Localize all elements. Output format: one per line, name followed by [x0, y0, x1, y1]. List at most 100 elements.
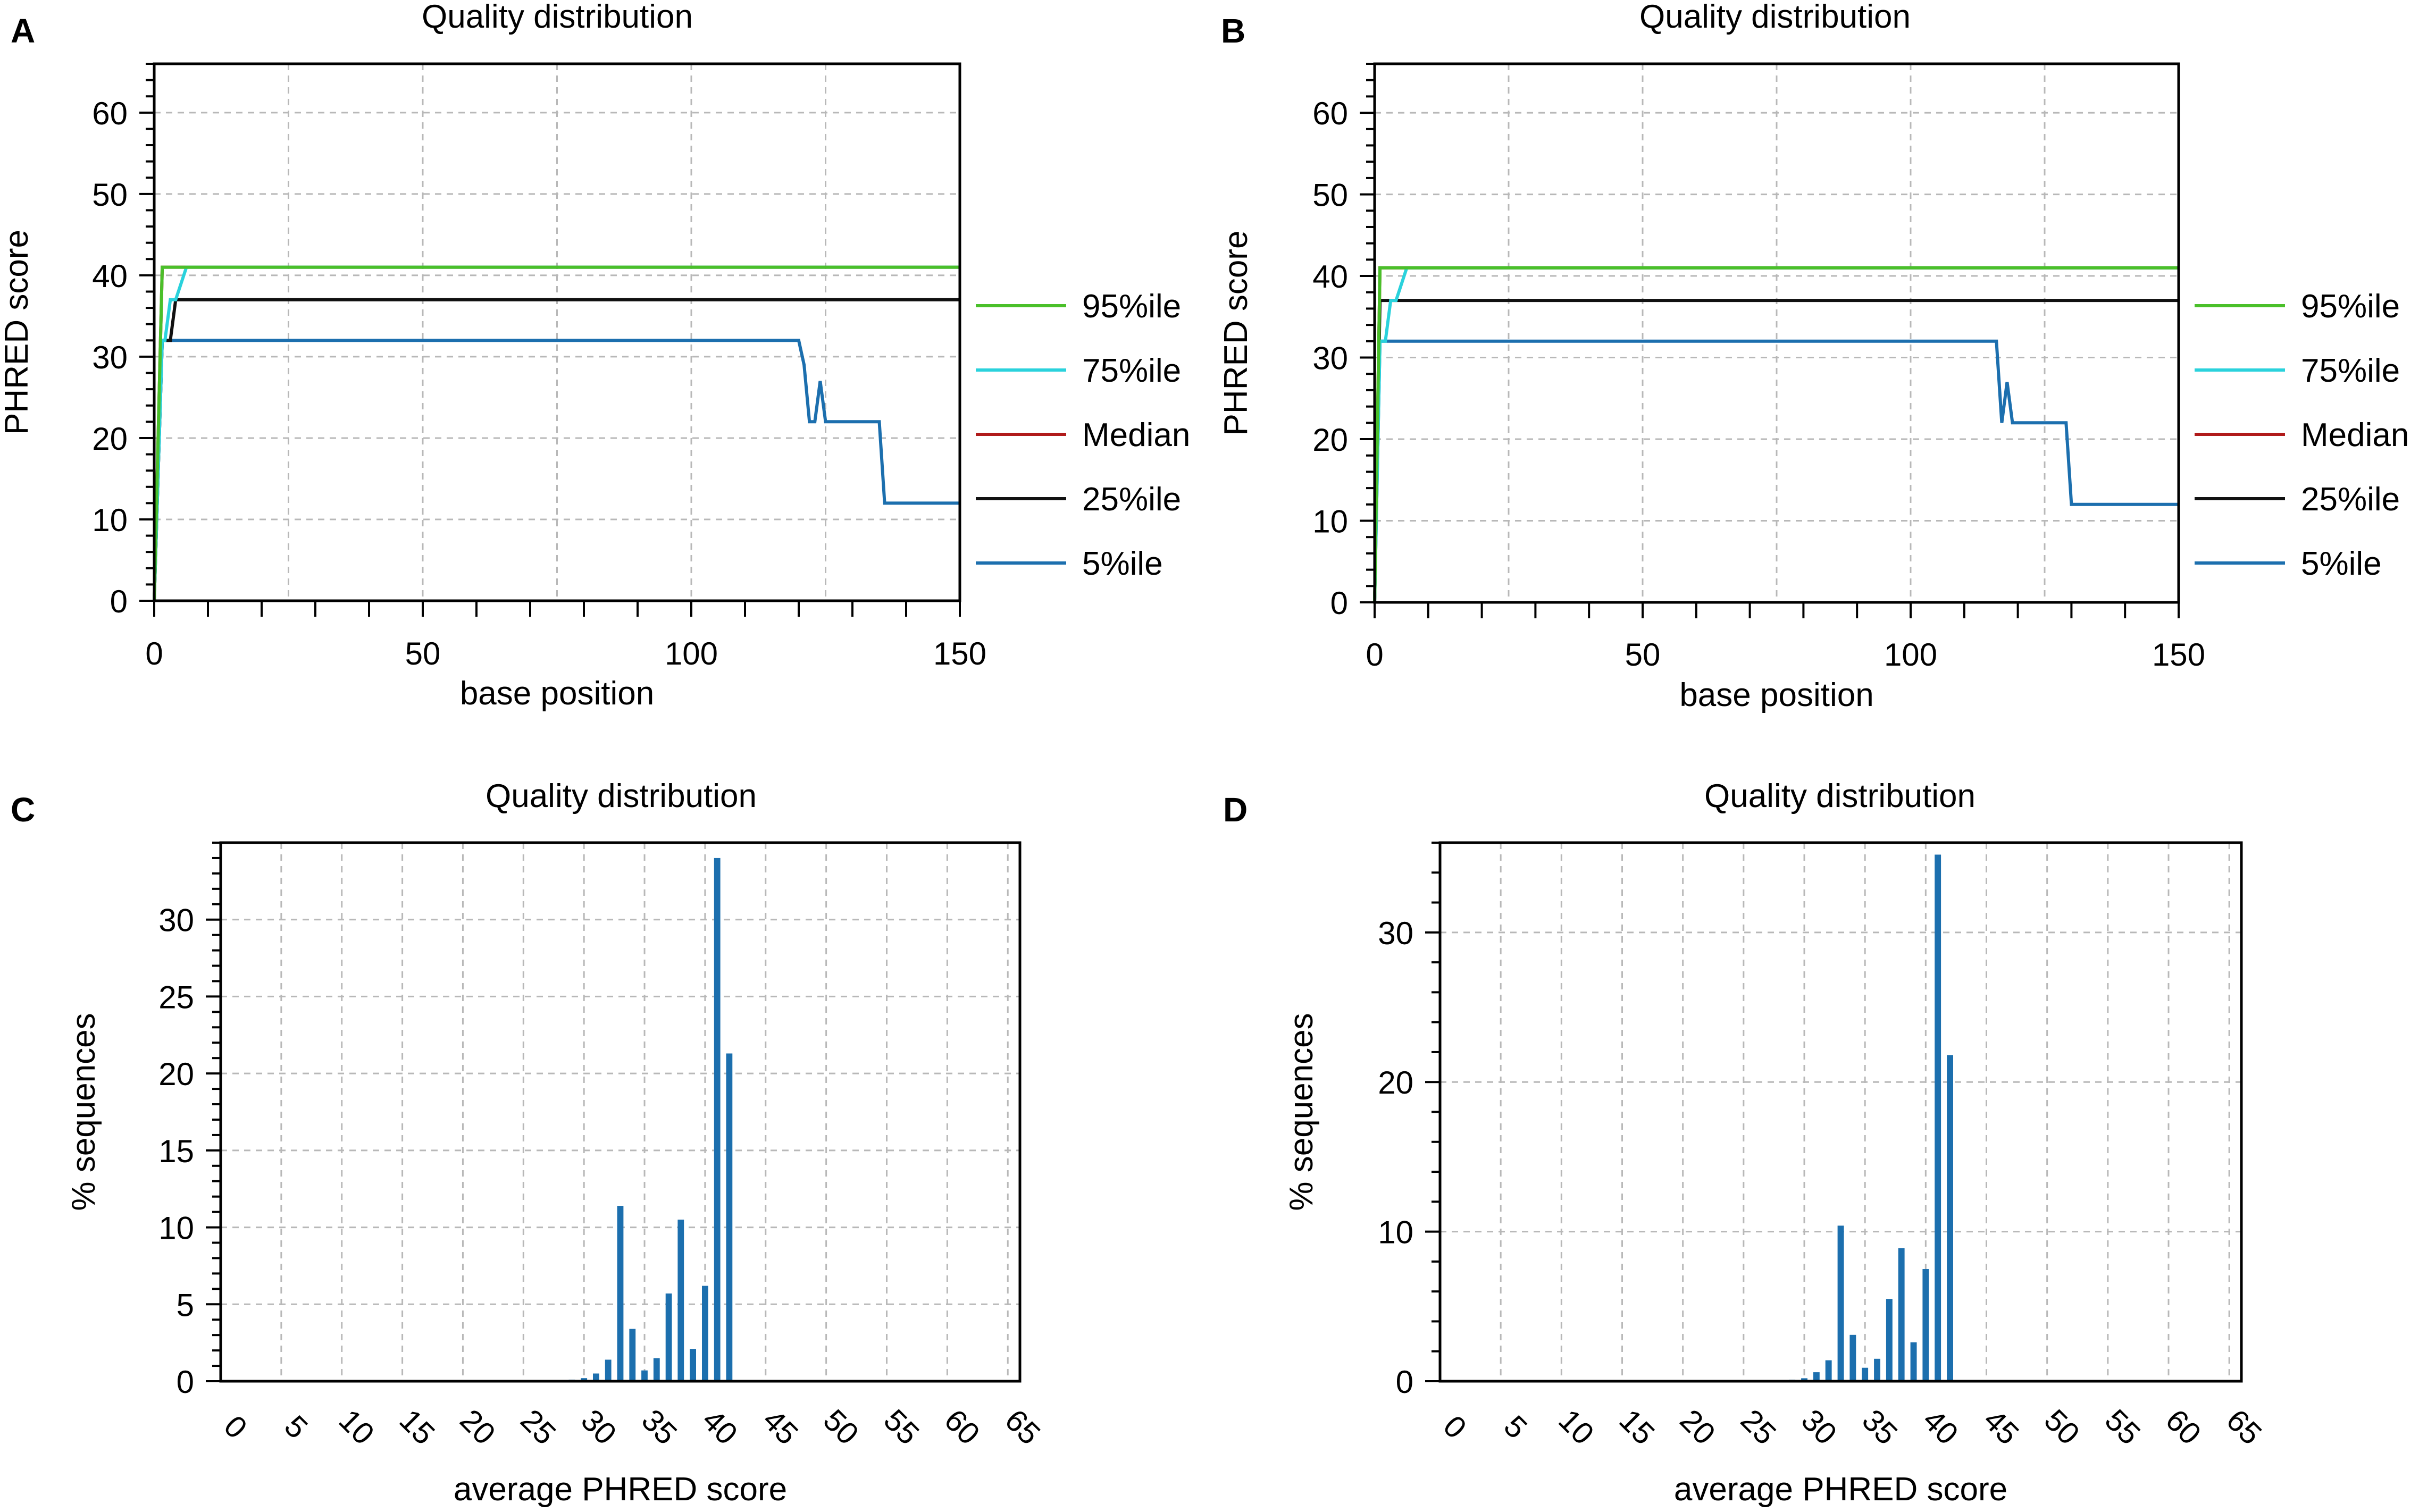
panel-b-legend-label-median: Median — [2301, 417, 2409, 453]
panel-c-bar-35 — [641, 1370, 648, 1381]
panel-d-x-axis: 0 5 10 15 20 25 30 35 40 45 50 55 60 65 — [1436, 1402, 2268, 1451]
panel-b-frame — [1373, 62, 2180, 604]
panel-c-bar-38 — [677, 1220, 684, 1381]
panel-a-xtick-label-150: 150 — [933, 636, 986, 671]
panel-b-ytick-label-30: 30 — [1312, 341, 1348, 376]
panel-d-xtick-label-55: 55 — [2098, 1402, 2147, 1451]
panel-b-ytick-label-60: 60 — [1312, 96, 1348, 131]
panel-d-bar-37 — [1886, 1299, 1893, 1381]
panel-d-bar-33 — [1837, 1225, 1844, 1381]
panel-c-bar-36 — [653, 1358, 660, 1381]
panel-c-bar-33 — [617, 1206, 624, 1381]
panel-b-legend-label-p75: 75%ile — [2301, 352, 2400, 389]
panel-a-grid — [154, 64, 960, 601]
panel-c-xtick-label-35: 35 — [635, 1402, 684, 1451]
panel-a-ytick-label-30: 30 — [92, 340, 128, 375]
panel-b-series-p5 — [1373, 339, 2179, 603]
panel-d-xtick-label-20: 20 — [1673, 1402, 1722, 1451]
panel-c-xtick-label-10: 10 — [332, 1402, 381, 1451]
panel-d-bar-30 — [1801, 1378, 1807, 1381]
panel-c-xtick-label-65: 65 — [998, 1402, 1047, 1451]
panel-d-ytick-label-20: 20 — [1378, 1065, 1413, 1101]
panel-b-x-axis: 0 50 100 150 — [1366, 602, 2205, 673]
panel-c-letter: C — [11, 791, 35, 829]
panel-c-frame — [219, 841, 1022, 1383]
panel-a-letter: A — [11, 12, 35, 50]
panel-a-xlabel: base position — [460, 675, 654, 712]
panel-b-y-axis: 0 10 20 30 40 50 60 — [1312, 63, 1375, 621]
panel-d-xlabel: average PHRED score — [1674, 1471, 2007, 1508]
panel-b-ytick-label-0: 0 — [1330, 585, 1348, 621]
panel-a-ytick-label-60: 60 — [92, 96, 128, 131]
panel-c-xlabel: average PHRED score — [454, 1471, 787, 1508]
panel-b-xtick-label-0: 0 — [1366, 637, 1383, 673]
panel-a-xtick-label-100: 100 — [665, 636, 718, 671]
panel-c-bar-40 — [702, 1286, 708, 1381]
panel-c-bar-34 — [629, 1329, 636, 1381]
panel-a-series-median — [153, 265, 960, 601]
panel-c-ytick-label-30: 30 — [158, 903, 194, 938]
panel-a-legend-label-p5: 5%ile — [1082, 545, 1163, 582]
panel-c-bar-37 — [665, 1293, 672, 1381]
panel-c-y-axis: 0 5 10 15 20 25 30 — [158, 842, 221, 1400]
panel-c-bar-39 — [690, 1349, 696, 1381]
panel-a-ylabel: PHRED score — [0, 230, 35, 435]
panel-d-xtick-label-65: 65 — [2220, 1402, 2269, 1451]
panel-d-y-axis: 0 10 20 30 — [1378, 842, 1440, 1400]
panel-b-ytick-label-50: 50 — [1312, 178, 1348, 213]
panel-c-xtick-label-30: 30 — [574, 1402, 623, 1451]
panel-c-ytick-label-10: 10 — [158, 1211, 194, 1246]
panel-a-ytick-label-50: 50 — [92, 177, 128, 213]
panel-a-legend-label-p25: 25%ile — [1082, 481, 1181, 518]
panel-b-ylabel: PHRED score — [1218, 231, 1254, 436]
panel-b-legend-label-p95: 95%ile — [2301, 288, 2400, 325]
panel-a-ytick-label-40: 40 — [92, 258, 128, 294]
panel-d-xtick-label-30: 30 — [1795, 1402, 1844, 1451]
panel-b-series-p75 — [1373, 266, 2179, 603]
panel-b-ytick-label-40: 40 — [1312, 259, 1348, 295]
panel-a-series-p5 — [153, 339, 960, 601]
panel-b-letter: B — [1221, 12, 1245, 50]
panel-c-xtick-label-45: 45 — [756, 1402, 805, 1451]
panel-c-bar-41 — [714, 858, 721, 1381]
panel-d-xtick-label-40: 40 — [1916, 1402, 1965, 1451]
panel-d-ytick-label-10: 10 — [1378, 1215, 1413, 1250]
panel-a-y-axis: 0 10 20 30 40 50 60 — [92, 63, 154, 619]
panel-a-series-p95 — [153, 265, 960, 601]
panel-c-bar-32 — [605, 1359, 612, 1381]
panel-d-xtick-label-5: 5 — [1497, 1409, 1534, 1446]
panel-c-bar-42 — [726, 1053, 733, 1381]
panel-c-x-axis: 0 5 10 15 20 25 30 35 40 45 50 55 60 65 — [217, 1402, 1047, 1451]
panel-b-legend-label-p5: 5%ile — [2301, 545, 2382, 582]
panel-c-ytick-label-5: 5 — [177, 1287, 194, 1323]
panel-b-series-p95 — [1373, 266, 2179, 603]
panel-a-series-p75 — [153, 265, 960, 601]
panel-a-title: Quality distribution — [422, 0, 693, 35]
panel-d-bar-36 — [1874, 1358, 1880, 1381]
panel-a-x-axis: 0 50 100 150 — [145, 601, 986, 671]
panel-d-ytick-label-0: 0 — [1396, 1364, 1413, 1400]
panel-c-title: Quality distribution — [486, 778, 757, 814]
panel-d-bar-39 — [1910, 1342, 1917, 1381]
panel-c-xtick-label-60: 60 — [938, 1402, 986, 1451]
panel-d-ytick-label-30: 30 — [1378, 915, 1413, 951]
panel-d-xtick-label-45: 45 — [1977, 1402, 2025, 1451]
panel-b-xtick-label-150: 150 — [2152, 637, 2205, 673]
panel-d-bar-41 — [1935, 854, 1941, 1381]
panel-d-bar-38 — [1898, 1248, 1905, 1381]
panel-d-xtick-label-25: 25 — [1734, 1402, 1783, 1451]
panel-c-xtick-label-20: 20 — [453, 1402, 502, 1451]
panel-c-bar-30 — [581, 1378, 588, 1381]
panel-d-xtick-label-10: 10 — [1552, 1402, 1601, 1451]
panel-a-xtick-label-0: 0 — [145, 636, 163, 671]
panel-c-ytick-label-15: 15 — [158, 1133, 194, 1169]
panel-b-xtick-label-100: 100 — [1884, 637, 1937, 673]
panel-a-frame — [153, 62, 961, 602]
panel-d-grid — [1440, 843, 2241, 1381]
panel-c-xtick-label-50: 50 — [817, 1402, 866, 1451]
panel-b-grid — [1375, 64, 2179, 602]
panel-c-ylabel: % sequences — [65, 1013, 102, 1211]
panel-d-title: Quality distribution — [1704, 778, 1976, 814]
